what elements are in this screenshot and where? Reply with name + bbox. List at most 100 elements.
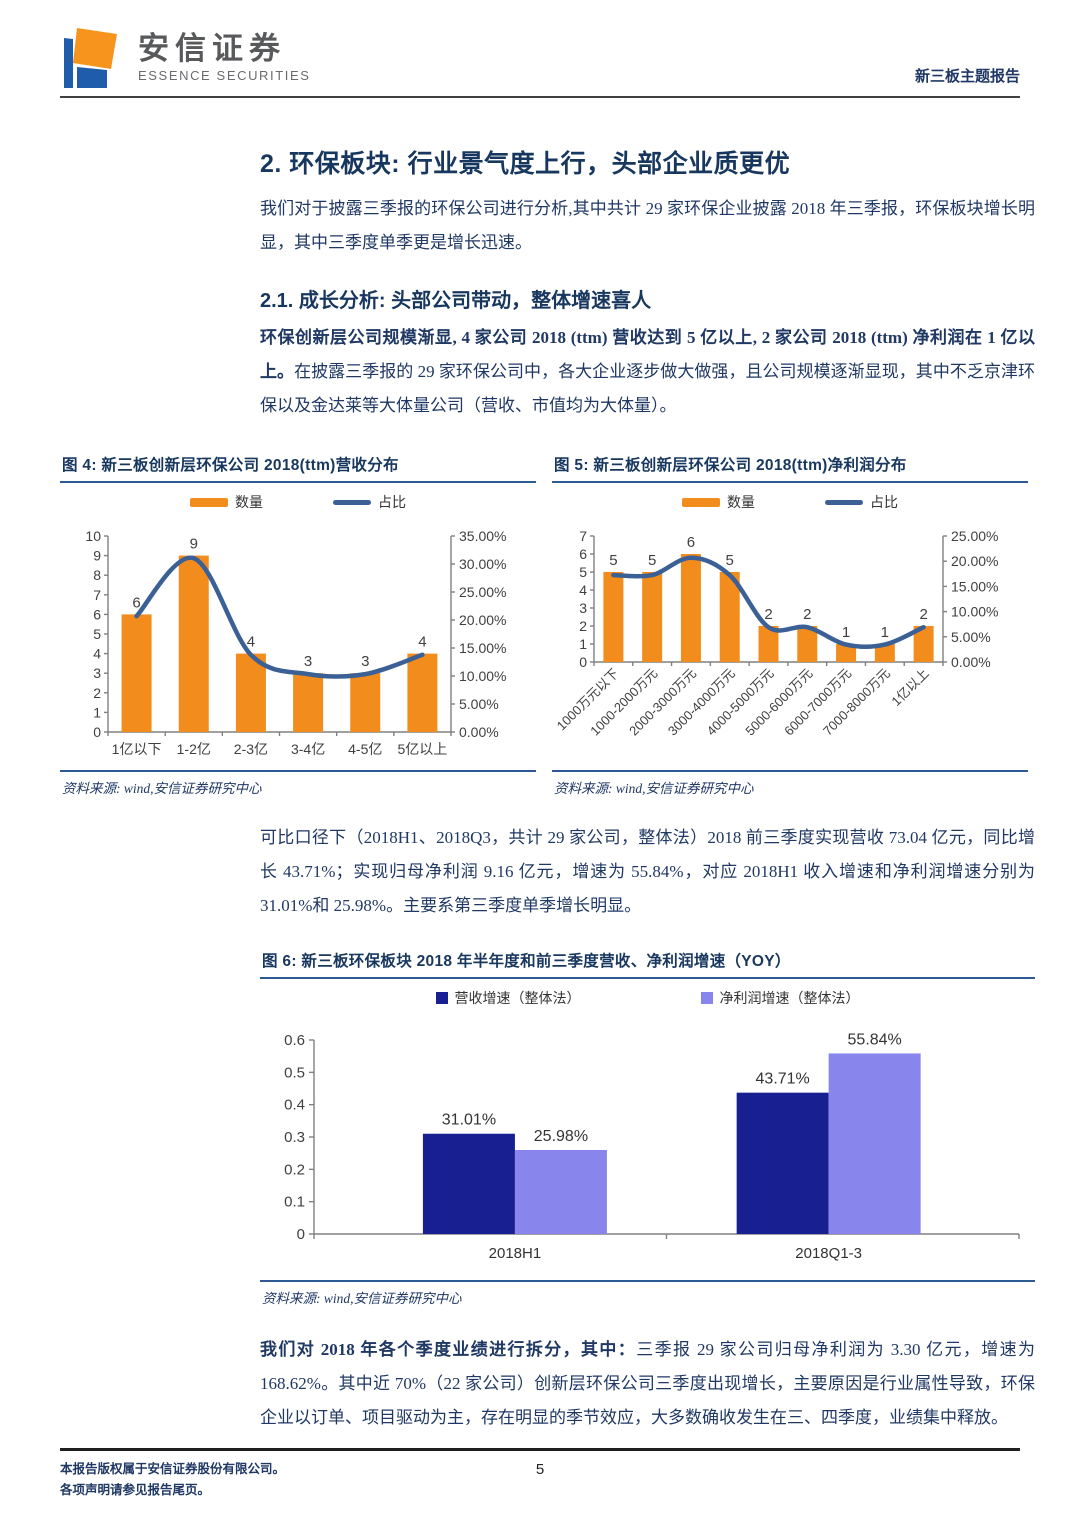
chart-svg: 0 0.1 0.2 0.3 0.4 0.5 0.6 31.01% 25.98% 2018H1 43.…: [284, 1031, 1020, 1262]
brand-name-cn: 安信证券: [138, 30, 286, 66]
svg-text:55.84%: 55.84%: [848, 1031, 902, 1048]
share-line: [610, 555, 926, 650]
chart-svg: 0 1 2 3 4 5 6 7 8 9 10 0.00% 5.00% 10.00% 15.00% 20.00%…: [85, 528, 506, 757]
closing-text-column: 我们对 2018 年各个季度业绩进行拆分，其中：三季报 29 家公司归母净利润为…: [260, 1333, 1035, 1435]
essence-securities-logo-icon: [60, 26, 124, 90]
svg-text:2: 2: [803, 606, 811, 623]
svg-text:7: 7: [93, 587, 101, 603]
svg-text:3: 3: [579, 600, 587, 616]
svg-text:5.00%: 5.00%: [951, 629, 991, 645]
svg-text:6: 6: [579, 546, 587, 562]
brand-name-en: ESSENCE SECURITIES: [138, 68, 311, 84]
svg-text:2018H1: 2018H1: [489, 1245, 542, 1262]
svg-text:0.1: 0.1: [284, 1194, 305, 1211]
svg-text:3000-4000万元: 3000-4000万元: [664, 666, 737, 739]
svg-text:10: 10: [85, 528, 101, 544]
report-type-tag: 新三板主题报告: [914, 69, 1020, 85]
svg-text:4: 4: [93, 646, 101, 662]
svg-text:0.3: 0.3: [284, 1129, 305, 1146]
bar: [121, 614, 152, 732]
svg-text:0: 0: [93, 724, 101, 740]
brand-text: 安信证券 ESSENCE SECURITIES: [138, 30, 311, 84]
combo-chart-profit-distribution: 0 1 2 3 4 5 6 7 0.00% 5.00% 10.00% 15.00% 20.00% 25.0…: [552, 514, 1028, 766]
subsection-lead-paragraph: 环保创新层公司规模渐显, 4 家公司 2018 (ttm) 营收达到 5 亿以上…: [260, 321, 1035, 423]
grouped-bar-chart-growth: 0 0.1 0.2 0.3 0.4 0.5 0.6 31.01% 25.98% 2018H1 43.…: [260, 1010, 1035, 1276]
figure-6-source: 资料来源: wind,安信证券研究中心: [260, 1280, 1035, 1307]
svg-text:7000-8000万元: 7000-8000万元: [820, 666, 893, 739]
lead-bold-text: 环保创新层公司规模渐显, 4 家公司 2018 (ttm) 营收达到 5 亿以上…: [260, 328, 1035, 381]
bar: [758, 626, 778, 662]
svg-text:15.00%: 15.00%: [951, 578, 998, 594]
svg-text:30.00%: 30.00%: [459, 556, 506, 572]
svg-text:6: 6: [93, 606, 101, 622]
figure-4-title: 图 4: 新三板创新层环保公司 2018(ttm)营收分布: [60, 453, 536, 483]
main-text-column: 2. 环保板块: 行业景气度上行，头部企业质更优 我们对于披露三季报的环保公司进…: [260, 144, 1035, 423]
footer-line-1: 本报告版权属于安信证券股份有限公司。: [60, 1462, 286, 1476]
closing-rest-text: 三季报 29 家公司归母净利润为 3.30 亿元，增速为 168.62%。其中近…: [260, 1340, 1036, 1427]
figure-4-legend: 数量 占比: [60, 492, 536, 512]
figure-5-source: 资料来源: wind,安信证券研究中心: [552, 770, 1028, 797]
svg-text:5亿以上: 5亿以上: [397, 741, 447, 757]
legend-label: 营收增速（整体法）: [454, 990, 581, 1006]
svg-text:10.00%: 10.00%: [951, 604, 998, 620]
svg-text:1: 1: [93, 704, 101, 720]
svg-text:1亿以下: 1亿以下: [111, 741, 161, 757]
svg-text:7: 7: [579, 528, 587, 544]
bar: [835, 644, 856, 662]
svg-text:5: 5: [609, 552, 617, 569]
svg-text:2: 2: [579, 618, 587, 634]
legend-item-quantity: 数量: [682, 492, 755, 512]
svg-text:5000-6000万元: 5000-6000万元: [742, 666, 815, 739]
svg-text:4: 4: [246, 634, 254, 651]
brand-logo: 安信证券 ESSENCE SECURITIES: [60, 26, 311, 90]
bar-swatch-icon: [190, 497, 228, 507]
svg-text:2-3亿: 2-3亿: [233, 741, 267, 757]
combo-chart-revenue-distribution: 0 1 2 3 4 5 6 7 8 9 10 0.00% 5.00% 10.00% 15.00% 20.00%…: [60, 514, 536, 766]
line-swatch-icon: [333, 499, 371, 505]
closing-paragraph: 我们对 2018 年各个季度业绩进行拆分，其中：三季报 29 家公司归母净利润为…: [260, 1333, 1035, 1435]
legend-label: 占比: [378, 494, 406, 510]
svg-text:0.2: 0.2: [284, 1161, 305, 1178]
chart-svg: 0 1 2 3 4 5 6 7 0.00% 5.00% 10.00% 15.00% 20.00% 25.0…: [554, 528, 998, 739]
bar: [874, 644, 895, 662]
legend-label: 占比: [870, 494, 898, 510]
svg-text:31.01%: 31.01%: [442, 1112, 496, 1129]
svg-text:3: 3: [361, 653, 369, 670]
lead-rest-text: 在披露三季报的 29 家环保公司中，各大企业逐步做大做强，且公司规模逐渐显现，其…: [260, 362, 1036, 415]
svg-text:1: 1: [880, 624, 888, 641]
figure-4-source: 资料来源: wind,安信证券研究中心: [60, 770, 536, 797]
svg-text:3: 3: [93, 665, 101, 681]
share-line: [133, 555, 425, 679]
svg-text:6000-7000万元: 6000-7000万元: [781, 666, 854, 739]
figure-6-title: 图 6: 新三板环保板块 2018 年半年度和前三季度营收、净利润增速（YOY）: [260, 949, 1035, 979]
svg-text:0.5: 0.5: [284, 1064, 305, 1081]
svg-text:25.00%: 25.00%: [951, 528, 998, 544]
svg-text:9: 9: [93, 548, 101, 564]
svg-text:3: 3: [303, 653, 311, 670]
svg-text:0: 0: [579, 654, 587, 670]
svg-text:2000-3000万元: 2000-3000万元: [626, 666, 699, 739]
svg-text:15.00%: 15.00%: [459, 640, 506, 656]
bar: [828, 1053, 921, 1234]
bar: [514, 1149, 607, 1234]
svg-text:5: 5: [93, 626, 101, 642]
figure-4: 图 4: 新三板创新层环保公司 2018(ttm)营收分布 数量 占比 0 1 2 3…: [60, 453, 536, 797]
bar: [602, 572, 623, 662]
figure-6-legend: 营收增速（整体法） 净利润增速（整体法）: [260, 988, 1035, 1008]
svg-text:1: 1: [579, 636, 587, 652]
svg-text:8: 8: [93, 567, 101, 583]
svg-text:1亿以上: 1亿以上: [888, 666, 931, 709]
legend-label: 数量: [235, 494, 263, 510]
svg-text:0: 0: [297, 1226, 305, 1243]
svg-text:1-2亿: 1-2亿: [176, 741, 210, 757]
page-number: 5: [535, 1461, 545, 1478]
svg-text:5: 5: [725, 552, 733, 569]
figure-5-legend: 数量 占比: [552, 492, 1028, 512]
svg-text:5: 5: [579, 564, 587, 580]
svg-text:20.00%: 20.00%: [951, 553, 998, 569]
subsection-title: 2.1. 成长分析: 头部公司带动，整体增速喜人: [260, 290, 652, 312]
figure-5: 图 5: 新三板创新层环保公司 2018(ttm)净利润分布 数量 占比 0 1 2…: [552, 453, 1028, 797]
bar: [406, 653, 437, 732]
legend-label: 数量: [727, 494, 755, 510]
